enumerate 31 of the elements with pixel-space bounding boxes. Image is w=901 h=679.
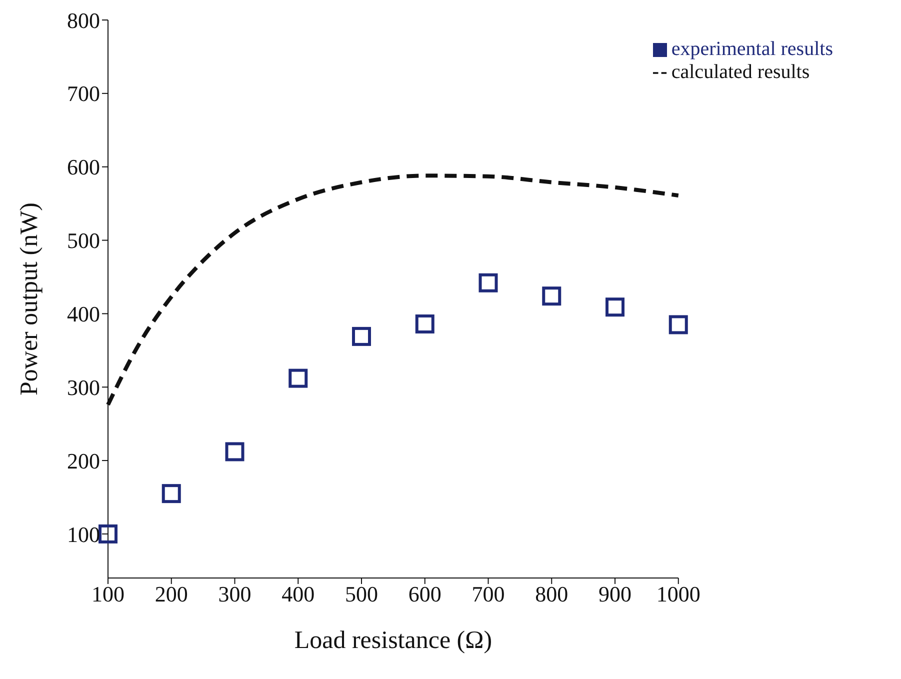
point [98, 524, 118, 544]
point [162, 484, 181, 504]
point [225, 442, 244, 462]
y-tick-label: 500 [67, 228, 100, 254]
x-tick-label: 100 [92, 582, 124, 607]
x-tick-label: 800 [535, 582, 568, 607]
x-tick-label: 900 [598, 582, 632, 607]
x-tick-label: 600 [408, 582, 442, 607]
y-tick-label: 200 [67, 448, 100, 474]
x-tick-label: 300 [218, 582, 252, 607]
y-tick-label: 600 [67, 154, 100, 180]
point [288, 368, 308, 388]
x-tick-label: 1000 [656, 582, 700, 607]
legend-label: calculated results [671, 61, 810, 83]
x-axis-title: Load resistance (Ω) [294, 627, 492, 654]
legend-label: experimental results [671, 38, 833, 60]
x-tick-label: 200 [154, 582, 188, 607]
y-axis-title: Power output (nW) [16, 202, 43, 396]
point [415, 314, 434, 334]
x-tick-label: 400 [282, 582, 315, 607]
y-tick-label: 400 [67, 301, 100, 326]
point [352, 326, 371, 346]
point [478, 273, 498, 292]
point [668, 315, 688, 334]
x-tick-label: 700 [472, 582, 505, 607]
point [542, 286, 562, 306]
y-tick-label: 800 [67, 8, 100, 33]
point [606, 298, 624, 317]
y-tick-label: 300 [67, 374, 100, 400]
y-tick-label: 700 [67, 81, 100, 106]
x-tick-label: 500 [345, 582, 378, 607]
